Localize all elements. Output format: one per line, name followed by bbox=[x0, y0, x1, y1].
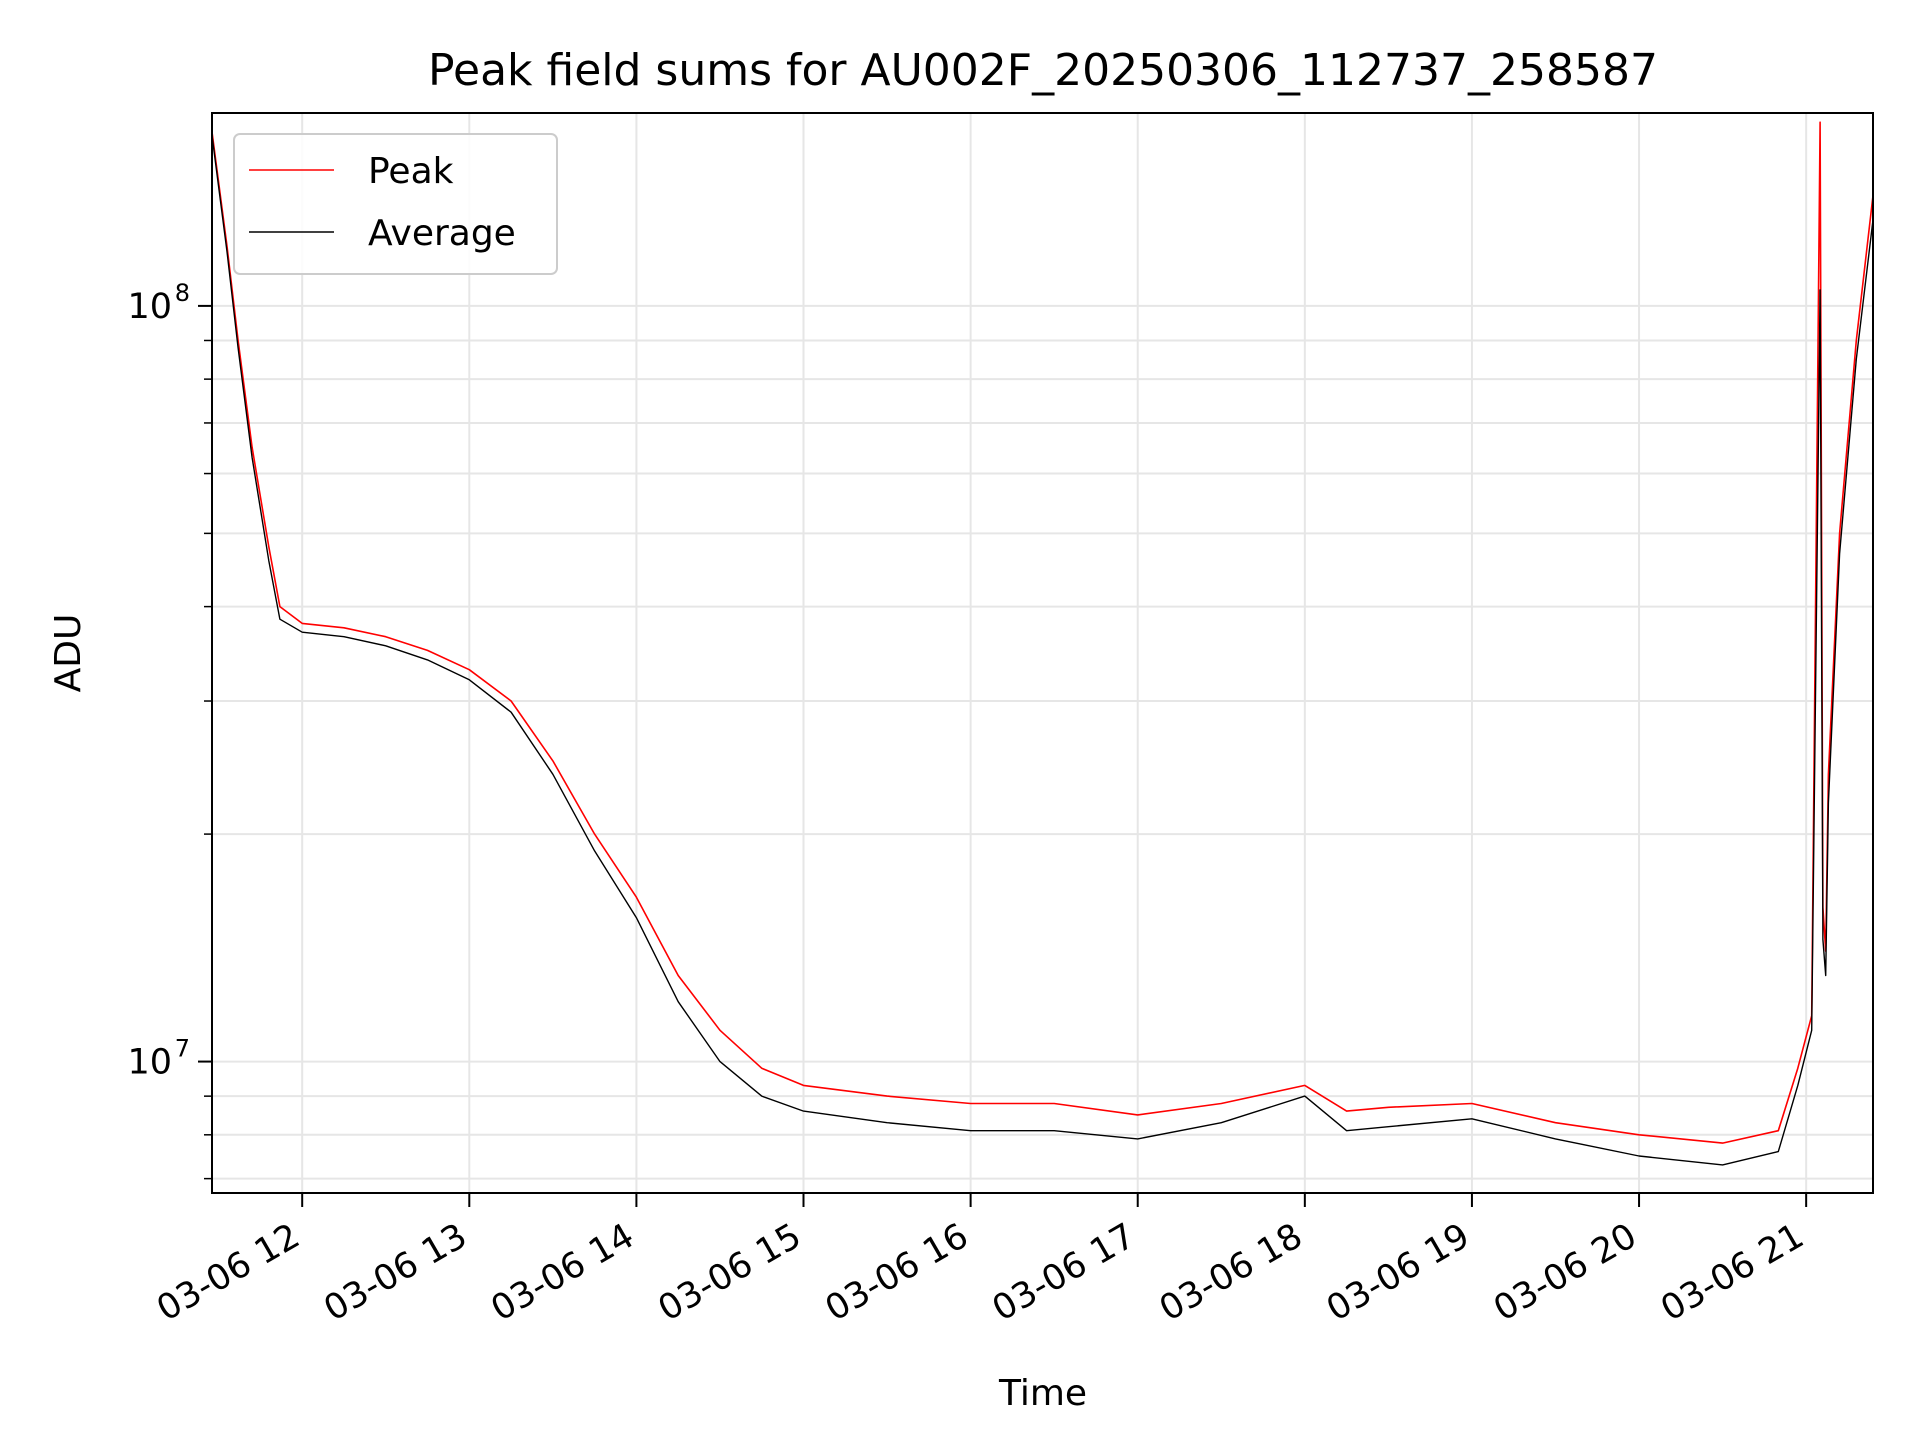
series-line-peak bbox=[212, 121, 1873, 1144]
y-tick-label-exponent: 8 bbox=[175, 279, 190, 307]
plot-area-frame bbox=[211, 112, 1874, 1194]
legend-label-average: Average bbox=[368, 213, 516, 254]
grid bbox=[212, 113, 1873, 1193]
y-tick-label: 10 bbox=[127, 1043, 172, 1083]
series-layer bbox=[212, 121, 1873, 1166]
y-tick-label-exponent: 7 bbox=[175, 1035, 190, 1063]
y-tick-label: 10 bbox=[127, 287, 172, 327]
x-axis-label: Time bbox=[998, 1373, 1087, 1414]
legend-box bbox=[233, 133, 558, 275]
legend: Peak Average bbox=[233, 133, 558, 275]
series-line-average bbox=[212, 135, 1873, 1166]
chart-title: Peak field sums for AU002F_20250306_1127… bbox=[428, 45, 1658, 96]
legend-label-peak: Peak bbox=[368, 151, 454, 192]
y-axis-label: ADU bbox=[48, 614, 89, 693]
